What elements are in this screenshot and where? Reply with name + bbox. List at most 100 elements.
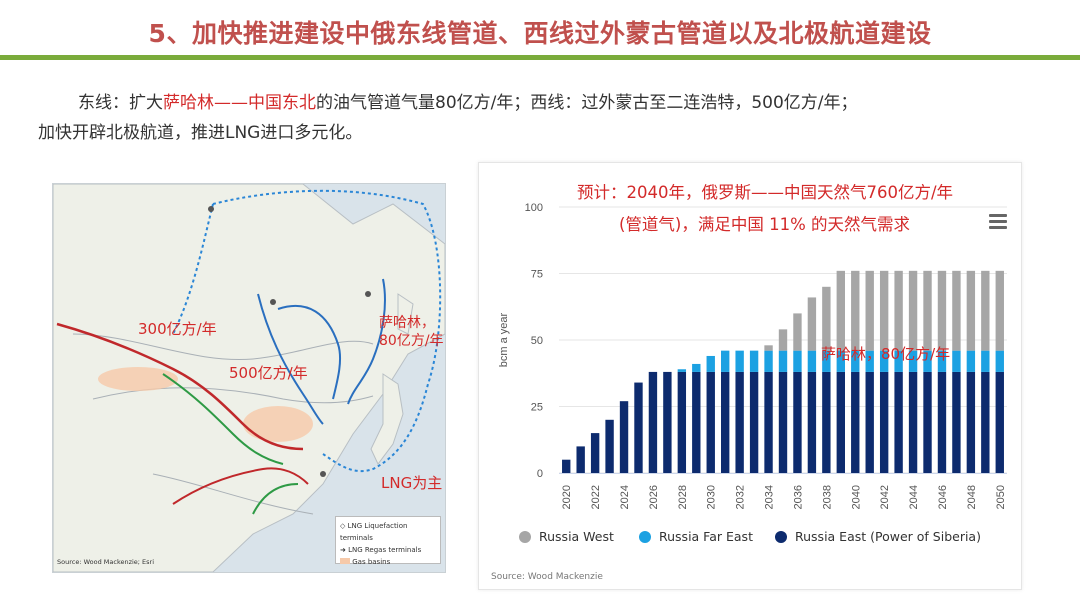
bar-segment	[793, 313, 802, 351]
bar-segment	[634, 382, 643, 473]
title-divider	[0, 55, 1080, 60]
x-tick-label: 2020	[561, 485, 573, 509]
bar-segment	[576, 446, 585, 473]
bar-segment	[865, 270, 874, 351]
x-tick-label: 2022	[590, 485, 602, 509]
bar-segment	[822, 371, 831, 473]
bar-segment	[663, 371, 672, 473]
bar-segment	[706, 371, 715, 473]
x-tick-label: 2028	[677, 485, 689, 509]
bar-segment	[590, 433, 600, 473]
map-note-sakhalin: 萨哈林， 80亿方/年	[379, 315, 444, 349]
map-note-lng: LNG为主	[381, 474, 443, 492]
bar-segment	[865, 350, 874, 372]
legend-russia-far-east[interactable]: Russia Far East	[639, 529, 753, 544]
bar-segment	[923, 270, 932, 351]
bar-segment	[937, 371, 947, 473]
bar-segment	[807, 371, 817, 473]
bar-segment	[764, 371, 773, 473]
bar-segment	[879, 371, 889, 473]
bar-segment	[966, 371, 976, 473]
bar-segment	[749, 371, 759, 473]
chart-annotation-sakhalin: 萨哈林，80亿方/年	[821, 345, 951, 363]
bar-segment	[966, 270, 976, 351]
bar-segment	[851, 270, 860, 351]
bar-segment	[966, 350, 976, 372]
y-tick-label: 50	[531, 335, 543, 347]
chart-annotation-2: (管道气)，满足中国 11% 的天然气需求	[619, 215, 911, 234]
legend-gas-basins: Gas basins	[340, 556, 436, 568]
bar-segment	[995, 371, 1004, 473]
bar-segment	[908, 350, 918, 372]
bar-segment	[778, 329, 788, 351]
bar-segment	[995, 350, 1004, 372]
bar-segment	[648, 371, 658, 473]
x-tick-label: 2036	[792, 485, 804, 509]
bar-segment	[879, 270, 889, 351]
y-tick-label: 75	[531, 269, 543, 281]
x-tick-label: 2026	[648, 485, 660, 509]
bar-segment	[764, 345, 773, 351]
chart-panel: 0 25 50 75 100 bcm a year 2020 2022 2024 2026 2028…	[478, 162, 1022, 590]
bar-segment	[677, 369, 687, 372]
x-tick-label: 2050	[995, 485, 1007, 509]
bar-segment	[822, 350, 831, 372]
bar-segment	[778, 371, 788, 473]
bar-segment	[952, 270, 961, 351]
bar-segment	[894, 270, 903, 351]
bar-segment	[619, 401, 629, 473]
bar-segment	[807, 297, 817, 351]
x-tick-label: 2042	[879, 485, 891, 509]
bar-segment	[605, 419, 614, 473]
hamburger-icon[interactable]	[989, 214, 1007, 229]
bar-segment	[937, 350, 947, 372]
bar-segment	[778, 350, 788, 372]
bar-segment	[735, 350, 744, 372]
title-bar: 5、加快推进建设中俄东线管道、西线过外蒙古管道以及北极航道建设	[0, 0, 1080, 60]
stacked-bar-chart: 0 25 50 75 100 bcm a year 2020 2022 2024 2026 2028…	[498, 202, 1007, 509]
y-axis-label: bcm a year	[498, 312, 510, 367]
bar-segment	[894, 371, 903, 473]
para1-suffix: 的油气管道气量80亿方/年；西线：过外蒙古至二连浩特，500亿方/年；	[316, 93, 858, 113]
bar-segment	[995, 270, 1004, 351]
bar-segment	[721, 371, 730, 473]
bar-segment	[692, 371, 701, 473]
bar-segment	[851, 371, 860, 473]
legend-dot-far-east	[639, 531, 651, 543]
bar-segment	[937, 270, 947, 351]
bar-segment	[952, 350, 961, 372]
bar-segment	[836, 371, 845, 473]
map-legend: ◇ LNG Liquefaction terminals ➜ LNG Regas…	[335, 516, 441, 566]
legend-liquefaction: ◇ LNG Liquefaction terminals	[340, 522, 408, 542]
chart-source: Source: Wood Mackenzie	[491, 572, 603, 582]
bar-segment	[562, 459, 571, 473]
bar-segment	[721, 350, 730, 372]
bar-segment	[793, 371, 802, 473]
bar-segment	[981, 350, 990, 372]
bar-segment	[923, 350, 932, 372]
bar-segment	[836, 270, 845, 351]
x-tick-label: 2032	[735, 485, 747, 509]
x-tick-label: 2040	[850, 485, 862, 509]
x-tick-label: 2038	[821, 485, 833, 509]
bar-segment	[908, 270, 918, 351]
x-tick-label: 2030	[706, 485, 718, 509]
legend-dot-east	[775, 531, 787, 543]
para1-prefix: 东线：扩大	[78, 93, 163, 113]
y-tick-label: 25	[531, 402, 543, 414]
paragraph-east-west-lines: 东线：扩大萨哈林——中国东北的油气管道气量80亿方/年；西线：过外蒙古至二连浩特…	[38, 88, 1058, 118]
legend-russia-east[interactable]: Russia East (Power of Siberia)	[775, 529, 981, 544]
legend-russia-west[interactable]: Russia West	[519, 529, 614, 544]
bar-segment	[692, 363, 701, 372]
bar-segment	[749, 350, 759, 372]
bar-segment	[677, 371, 687, 473]
bar-segment	[865, 371, 874, 473]
paragraph-arctic-lng: 加快开辟北极航道，推进LNG进口多元化。	[38, 123, 363, 143]
map-note-500: 500亿方/年	[229, 364, 308, 382]
bar-segment	[879, 350, 889, 372]
legend-regas: ➜ LNG Regas terminals	[340, 546, 422, 554]
map-note-300: 300亿方/年	[138, 320, 217, 338]
x-tick-label: 2046	[937, 485, 949, 509]
y-tick-label: 100	[525, 202, 543, 214]
x-tick-label: 2044	[908, 485, 920, 509]
